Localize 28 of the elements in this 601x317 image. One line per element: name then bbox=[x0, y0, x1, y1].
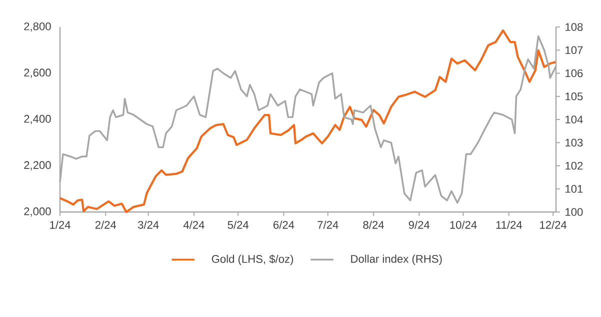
x-tick-label: 11/24 bbox=[496, 220, 522, 229]
x-tick-label: 3/24 bbox=[138, 220, 159, 229]
y2-tick-label: 102 bbox=[566, 162, 583, 170]
x-tick-label: 10/24 bbox=[450, 220, 477, 229]
y2-tick-label: 103 bbox=[566, 138, 583, 147]
x-tick-label: 12/24 bbox=[540, 220, 567, 229]
y2-tick-label: 107 bbox=[566, 46, 583, 54]
y2-tick-label: 106 bbox=[566, 69, 583, 78]
legend-label: Dollar index (RHS) bbox=[351, 254, 442, 265]
x-tick-label: 8/24 bbox=[363, 220, 384, 229]
x-tick-label: 6/24 bbox=[274, 220, 294, 229]
y-tick-label: 2,000 bbox=[24, 207, 51, 217]
y2-tick-label: 100 bbox=[566, 208, 583, 216]
y-tick-label: 2,800 bbox=[24, 22, 51, 32]
y2-tick-label: 104 bbox=[566, 116, 583, 124]
x-tick-label: 7/24 bbox=[318, 220, 338, 229]
y-tick-label: 2,600 bbox=[24, 68, 51, 78]
y2-tick-label: 105 bbox=[566, 92, 583, 100]
legend-label: Gold (LHS, $/oz) bbox=[212, 254, 294, 266]
x-tick-label: 1/24 bbox=[50, 220, 70, 229]
y-tick-label: 2,200 bbox=[24, 161, 51, 170]
x-tick-label: 4/24 bbox=[183, 220, 204, 229]
x-tick-label: 2/24 bbox=[95, 220, 116, 229]
x-tick-label: 9/24 bbox=[408, 220, 430, 229]
x-tick-label: 5/24 bbox=[228, 220, 249, 229]
y-tick-label: 2,400 bbox=[24, 114, 51, 124]
y2-tick-label: 101 bbox=[566, 184, 583, 193]
y2-tick-label: 108 bbox=[566, 23, 583, 31]
